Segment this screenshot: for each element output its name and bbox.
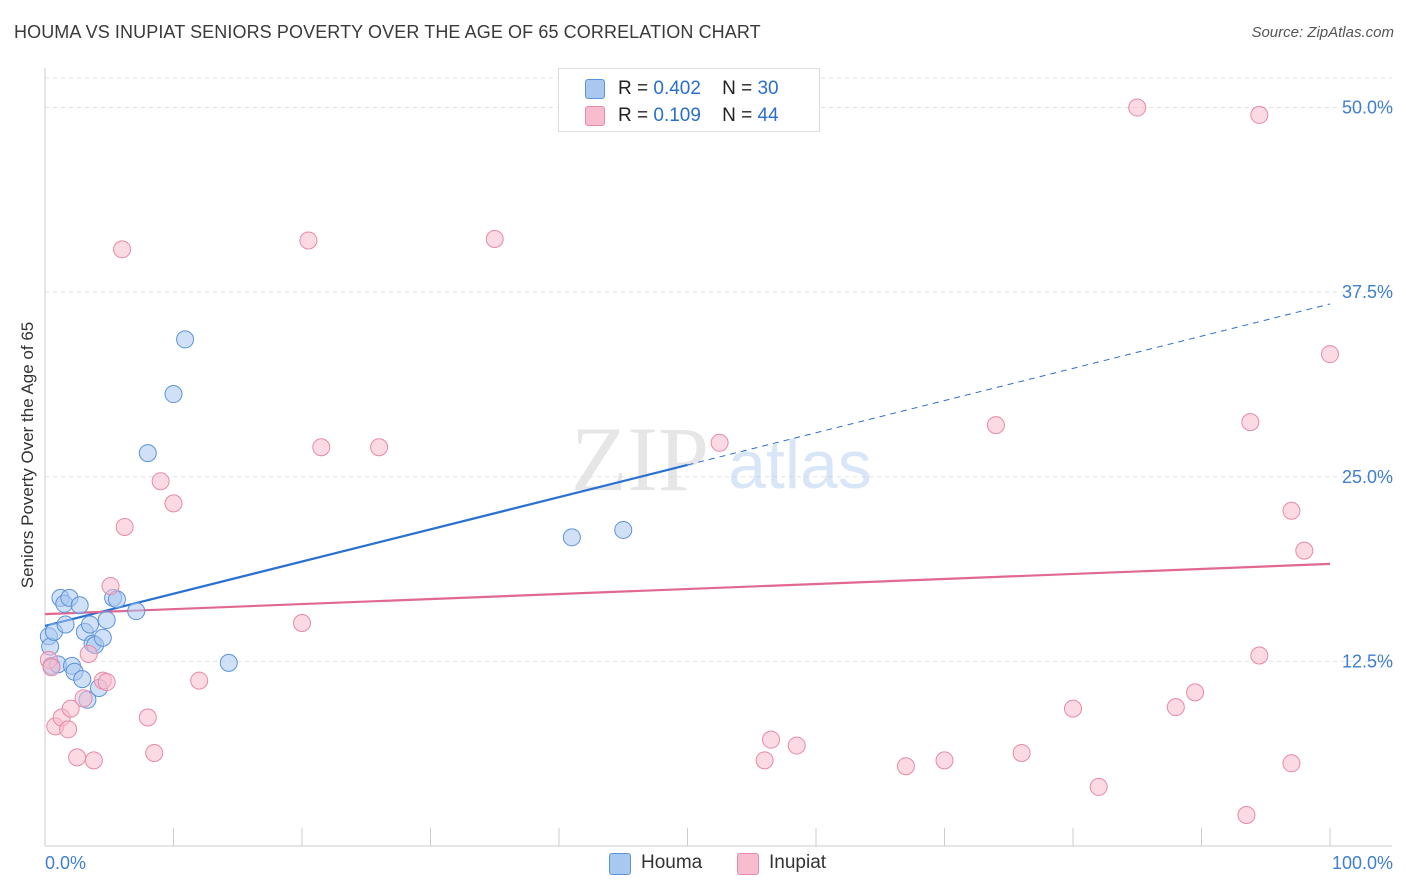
inupiat-point [755,751,774,770]
houma-swatch [585,79,605,99]
inupiat-point [84,751,103,770]
houma-point [562,528,581,547]
inupiat-point [986,416,1005,435]
inupiat-point [1282,754,1301,773]
inupiat-legend-label: Inupiat [769,852,827,873]
houma-point [80,615,99,634]
inupiat-point [1282,501,1301,520]
inupiat-point [710,433,729,452]
inupiat-point [935,751,954,770]
houma-n-label: N = [722,78,753,99]
trend-lines [44,303,1331,628]
inupiat-legend-swatch [737,853,759,875]
inupiat-point [151,472,170,491]
inupiat-n-label: N = [722,105,753,126]
x-tick-label-min: 0.0% [45,853,86,873]
houma-point [73,670,92,689]
houma-r-value: 0.402 [653,78,701,99]
inupiat-point [1321,345,1339,364]
inupiat-trend-line [44,562,1331,616]
watermark-zip: ZIP [571,408,709,510]
inupiat-point [42,658,61,677]
data-points [39,98,1339,824]
inupiat-point [370,438,389,457]
inupiat-point [190,671,209,690]
houma-point [138,444,157,463]
y-tick-label: 12.5% [1342,651,1393,671]
houma-point [97,611,116,630]
inupiat-point [59,720,78,739]
correlation-legend: R = 0.402 N = 30 R = 0.109 N = 44 [558,68,820,132]
houma-trend-extension [687,303,1331,466]
inupiat-point [1089,777,1108,796]
inupiat-point [1064,699,1082,718]
houma-point [93,628,112,647]
inupiat-point [101,577,120,596]
inupiat-point [138,708,157,727]
inupiat-point [762,730,781,749]
inupiat-point [79,645,98,663]
houma-legend-label: Houma [641,852,703,873]
inupiat-point [1012,743,1031,762]
inupiat-swatch [585,106,605,126]
gridlines [45,77,1392,662]
inupiat-point [896,757,915,776]
houma-r-label: R = [618,78,649,99]
houma-point [164,385,183,404]
houma-n-value: 30 [757,78,779,99]
inupiat-point [115,517,134,536]
inupiat-point [68,748,87,767]
inupiat-point [1186,683,1205,702]
watermark: ZIP atlas [571,408,872,510]
inupiat-point [61,699,80,718]
inupiat-point [1250,646,1269,665]
inupiat-point [293,613,311,632]
axes [44,68,1392,847]
houma-point [56,615,75,634]
inupiat-point [145,743,164,762]
inupiat-point [1237,805,1256,824]
chart-title: HOUMA VS INUPIAT SENIORS POVERTY OVER TH… [14,22,761,42]
inupiat-n-value: 44 [757,105,779,126]
inupiat-point [787,736,806,755]
inupiat-point [485,229,504,248]
houma-point [219,653,238,672]
inupiat-point [113,240,132,259]
inupiat-point [312,438,331,457]
y-axis-label: Seniors Poverty Over the Age of 65 [18,321,37,589]
inupiat-point [1250,105,1269,124]
inupiat-point [1166,698,1185,717]
source-label: Source: ZipAtlas.com [1251,24,1394,41]
houma-point [176,330,195,349]
x-tick-label-max: 100.0% [1332,853,1393,873]
houma-point [70,596,89,615]
inupiat-point [1128,98,1147,117]
y-tick-label: 37.5% [1342,282,1393,302]
inupiat-point [1295,541,1314,560]
houma-legend-swatch [609,853,631,875]
y-tick-label: 50.0% [1342,98,1393,118]
y-tick-label: 25.0% [1342,467,1393,487]
tick-labels: 12.5% 25.0% 37.5% 50.0% 0.0% 100.0% [45,98,1393,873]
inupiat-r-value: 0.109 [653,105,701,126]
watermark-atlas: atlas [728,427,872,503]
houma-point [614,520,633,539]
houma-point [127,602,146,621]
inupiat-point [1241,413,1260,432]
inupiat-point [164,494,183,513]
houma-trend-line [44,463,688,628]
inupiat-r-label: R = [618,105,649,126]
inupiat-point [74,689,93,708]
inupiat-point [299,231,318,250]
inupiat-point [97,673,116,692]
